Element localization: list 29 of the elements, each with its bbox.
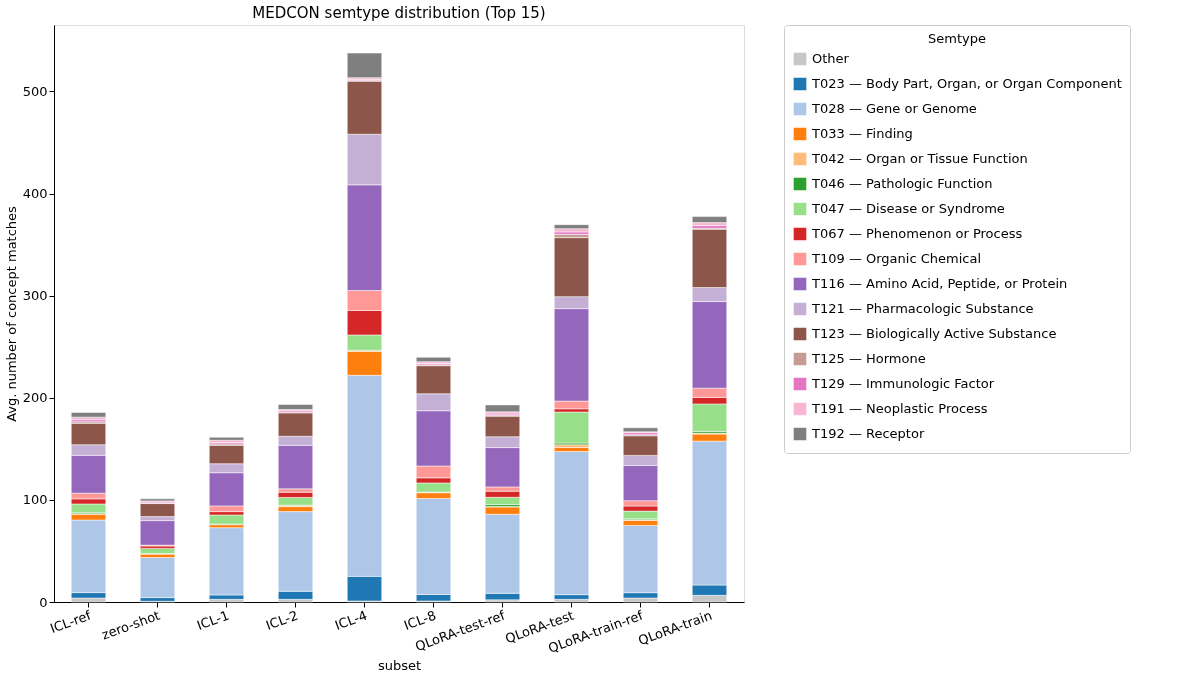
x-tick-label: ICL-1 bbox=[194, 607, 231, 633]
legend-label: T023 — Body Part, Organ, or Organ Component bbox=[811, 76, 1122, 91]
legend-label: Other bbox=[812, 51, 850, 66]
legend-label: T116 — Amino Acid, Peptide, or Protein bbox=[811, 276, 1068, 291]
legend-label: T033 — Finding bbox=[811, 126, 913, 141]
x-tick-label: ICL-4 bbox=[332, 607, 369, 633]
legend-title: Semtype bbox=[928, 31, 986, 46]
legend-label: T129 — Immunologic Factor bbox=[811, 376, 995, 391]
legend-label: T123 — Biologically Active Substance bbox=[811, 326, 1057, 341]
legend-label: T046 — Pathologic Function bbox=[811, 176, 993, 191]
y-tick-label: 400 bbox=[22, 186, 48, 201]
legend-label: T192 — Receptor bbox=[811, 426, 925, 441]
y-axis-title: Avg. number of concept matches bbox=[3, 205, 19, 422]
legend-label: T109 — Organic Chemical bbox=[811, 251, 982, 266]
chart-title: MEDCON semtype distribution (Top 15) bbox=[252, 3, 546, 22]
legend-label: T125 — Hormone bbox=[811, 351, 926, 366]
x-tick-label: ICL-2 bbox=[263, 607, 300, 633]
y-tick-label: 200 bbox=[22, 390, 48, 406]
y-tick-label: 300 bbox=[22, 288, 48, 304]
legend-label: T067 — Phenomenon or Process bbox=[811, 226, 1023, 241]
legend-label: T042 — Organ or Tissue Function bbox=[811, 151, 1028, 166]
legend-label: T121 — Pharmacologic Substance bbox=[811, 301, 1034, 316]
legend-label: T191 — Neoplastic Process bbox=[811, 401, 988, 416]
y-tick-label: 500 bbox=[22, 83, 48, 99]
legend-label: T047 — Disease or Syndrome bbox=[811, 201, 1005, 216]
y-tick-label: 0 bbox=[39, 594, 48, 610]
y-tick-label: 100 bbox=[22, 492, 48, 508]
legend-label: T028 — Gene or Genome bbox=[811, 101, 977, 116]
x-axis-title: subset bbox=[377, 657, 422, 673]
